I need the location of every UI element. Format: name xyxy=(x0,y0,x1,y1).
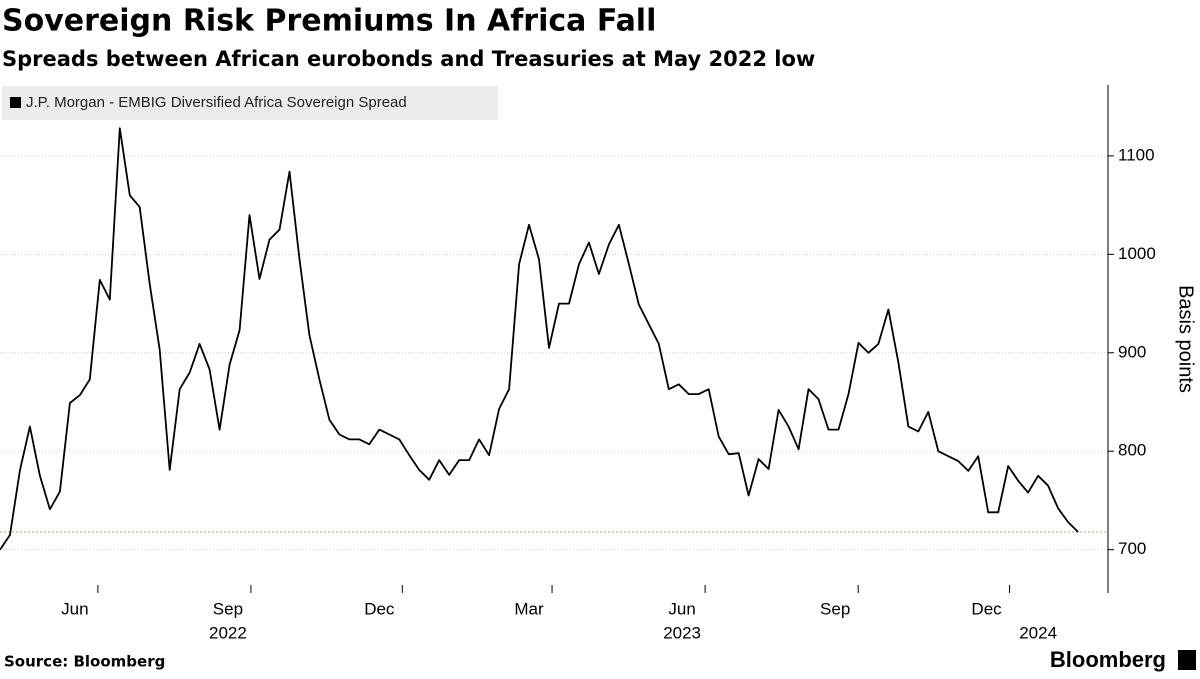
legend-swatch xyxy=(10,97,21,108)
x-tick-label: Jun xyxy=(668,599,695,618)
legend-label: J.P. Morgan - EMBIG Diversified Africa S… xyxy=(26,94,407,111)
y-tick-label: 1000 xyxy=(1118,244,1156,263)
brand: Bloomberg xyxy=(1050,647,1166,672)
legend-box xyxy=(2,86,498,120)
source: Source: Bloomberg xyxy=(4,653,165,671)
x-year-label: 2024 xyxy=(1019,623,1057,642)
x-tick-label: Mar xyxy=(514,599,544,618)
x-tick-label: Jun xyxy=(61,599,88,618)
series-line xyxy=(0,127,1079,551)
x-year-label: 2023 xyxy=(663,623,701,642)
chart-title: Sovereign Risk Premiums In Africa Fall xyxy=(2,4,656,39)
legend: J.P. Morgan - EMBIG Diversified Africa S… xyxy=(2,86,498,120)
brand-icon xyxy=(1178,650,1196,670)
y-tick-label: 800 xyxy=(1118,441,1146,460)
y-tick-label: 700 xyxy=(1118,539,1146,558)
chart-subtitle: Spreads between African eurobonds and Tr… xyxy=(2,47,815,71)
x-tick-label: Sep xyxy=(213,599,243,618)
x-tick-label: Dec xyxy=(971,599,1002,618)
x-tick-label: Dec xyxy=(364,599,395,618)
y-tick-label: 1100 xyxy=(1118,145,1155,164)
y-tick-label: 900 xyxy=(1118,342,1146,361)
y-axis-label: Basis points xyxy=(1175,285,1197,393)
x-year-label: 2022 xyxy=(209,623,247,642)
x-tick-label: Sep xyxy=(820,599,850,618)
